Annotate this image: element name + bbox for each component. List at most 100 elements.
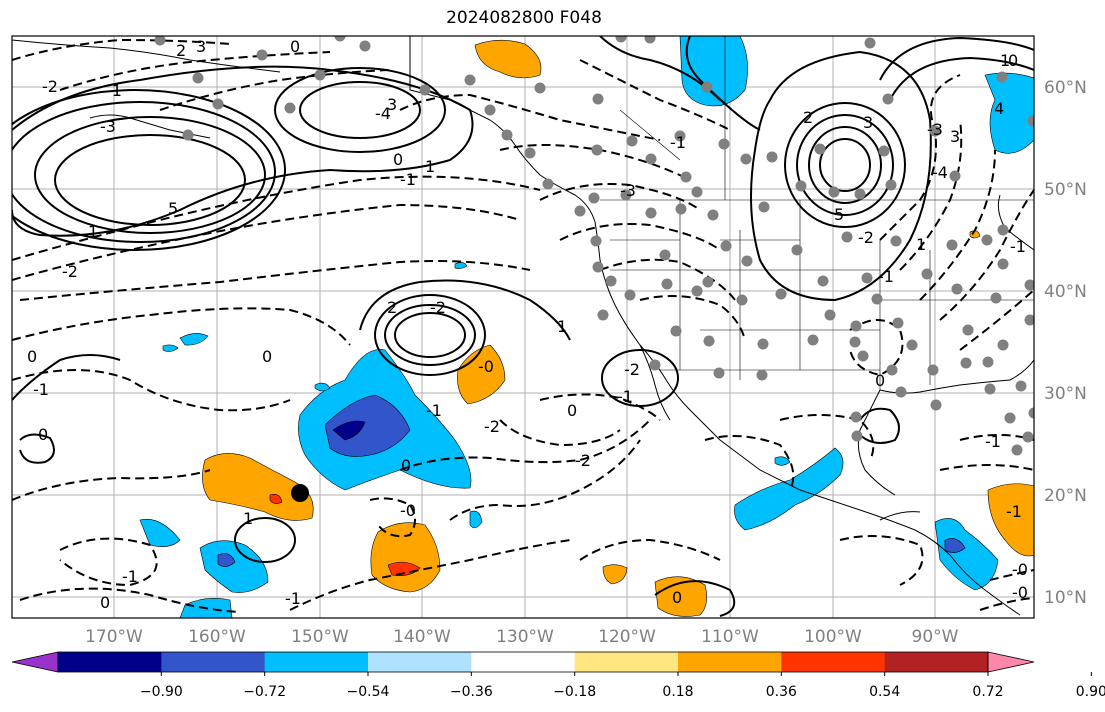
contour-label: 1: [88, 222, 98, 241]
colorbar-tick-label: −0.90: [140, 684, 183, 700]
contour-label: -1: [1006, 502, 1022, 521]
fill-blue-central-am: [934, 518, 999, 591]
contour-label: 0: [672, 588, 682, 607]
fill-blue-small-3: [162, 344, 179, 352]
lat-label: 20°N: [1044, 486, 1087, 506]
storm-center-marker: [291, 484, 309, 502]
graticule: [12, 36, 1034, 618]
fill-orange-gulf-alaska: [474, 39, 542, 79]
fill-dark-blue-core: [332, 420, 366, 441]
fill-midblue-central-am: [944, 538, 966, 553]
colorbar-tick-label: −0.54: [347, 684, 390, 700]
contour-label: 0: [401, 456, 411, 475]
lat-label: 30°N: [1044, 384, 1087, 404]
colorbar-segments: [58, 652, 989, 672]
contour-label: -0: [1012, 560, 1028, 579]
fill-blue-small-1: [314, 382, 331, 392]
map-frame-contents: 2 3 0 -2 -1 -3 -4 3 5 1 0 -1 1 -2 -3 -1 …: [12, 36, 1034, 618]
latitude-labels: 60°N 50°N 40°N 30°N 20°N 10°N: [1044, 78, 1087, 608]
chart-title: 2024082800 F048: [446, 8, 602, 28]
contour-label: 3: [863, 113, 873, 132]
contour-label: 0: [262, 347, 272, 366]
station-markers: [154, 36, 1034, 456]
fill-blue-small-5: [469, 510, 483, 529]
contour-label: -2: [430, 298, 446, 317]
lon-label: 170°W: [85, 627, 143, 647]
contour-label: -3: [927, 120, 943, 139]
colorbar-segment: [781, 652, 886, 672]
fill-orange-south-2: [602, 564, 628, 585]
contour-label: 3: [387, 95, 397, 114]
fill-orange-baja: [457, 344, 506, 405]
contour-label: -1: [285, 589, 301, 608]
contour-label: -1: [617, 387, 633, 406]
colorbar-tick-label: −0.72: [243, 684, 286, 700]
contour-label: 0: [27, 347, 37, 366]
coastlines: [12, 36, 1034, 616]
fill-blue-small-6: [774, 456, 791, 466]
colorbar-segment: [264, 652, 369, 672]
contour-label: 3: [950, 127, 960, 146]
contour-label: -1: [33, 380, 49, 399]
contour-label: -3: [100, 117, 116, 136]
contour-label: -3: [620, 181, 636, 200]
contour-label: 1: [916, 235, 926, 254]
colorbar-extend-low: [11, 651, 59, 673]
contour-label: -1: [122, 567, 138, 586]
lon-label: 130°W: [496, 627, 554, 647]
colorbar-segment: [574, 652, 679, 672]
contour-label: 5: [834, 205, 844, 224]
lon-label: 90°W: [912, 627, 959, 647]
contour-label: -2: [858, 228, 874, 247]
fill-blue-sw-2: [139, 518, 181, 547]
colorbar-segment: [678, 652, 782, 672]
contour-label: 1: [425, 157, 435, 176]
fill-orange-caribbean: [987, 483, 1034, 557]
contour-label: -0: [400, 501, 416, 520]
contour-label: 0: [290, 37, 300, 56]
colorbar-border: [57, 651, 989, 673]
contour-label: 3: [196, 37, 206, 56]
contour-label: 2: [176, 41, 186, 60]
contour-label: -4: [375, 104, 391, 123]
contour-label: -0: [478, 357, 494, 376]
colorbar-tick-label: 0.90: [1076, 684, 1105, 700]
colorbar-segment: [161, 652, 266, 672]
contour-label: 0: [393, 150, 403, 169]
contour-label: -1: [985, 432, 1001, 451]
fill-orange-hawaii: [202, 453, 314, 521]
longitude-labels: 170°W 160°W 150°W 140°W 130°W 120°W 110°…: [85, 627, 959, 647]
contour-label: -2: [42, 77, 58, 96]
shaded-regions: [139, 36, 1034, 618]
fill-blue-sw: [199, 540, 269, 593]
contour-label: -1: [670, 133, 686, 152]
colorbar-segment: [884, 652, 989, 672]
lon-label: 110°W: [701, 627, 759, 647]
colorbar-segment: [58, 652, 162, 672]
fill-red-hawaii: [269, 494, 283, 504]
contour-label: 0: [875, 371, 885, 390]
contour-label: 0: [1008, 51, 1018, 70]
contour-label: -2: [62, 262, 78, 281]
contour-label: 1: [243, 509, 253, 528]
contour-label: -1: [106, 81, 122, 100]
colorbar-tick-label: 0.36: [766, 684, 797, 700]
contour-label: 4: [994, 99, 1004, 118]
contour-label: 0: [38, 425, 48, 444]
contours-negative: [12, 38, 1034, 613]
fill-orange-south-1: [370, 522, 441, 593]
contour-label: 5: [168, 199, 178, 218]
lon-label: 120°W: [598, 627, 656, 647]
fill-midblue-sw: [217, 553, 236, 567]
contour-label: -2: [484, 417, 500, 436]
contour-label-group: 2 3 0 -2 -1 -3 -4 3 5 1 0 -1 1 -2 -3 -1 …: [27, 37, 1028, 612]
contour-label: 2: [387, 298, 397, 317]
contour-label: -2: [624, 360, 640, 379]
lon-label: 150°W: [291, 627, 349, 647]
lat-label: 60°N: [1044, 78, 1087, 98]
colorbar-ticks: −0.90 −0.72 −0.54 −0.36 −0.18 0.18 0.36 0.54 0.7…: [140, 672, 1105, 700]
contour-label: -1: [1010, 237, 1026, 256]
contour-label: -1: [400, 170, 416, 189]
lon-label: 160°W: [188, 627, 246, 647]
